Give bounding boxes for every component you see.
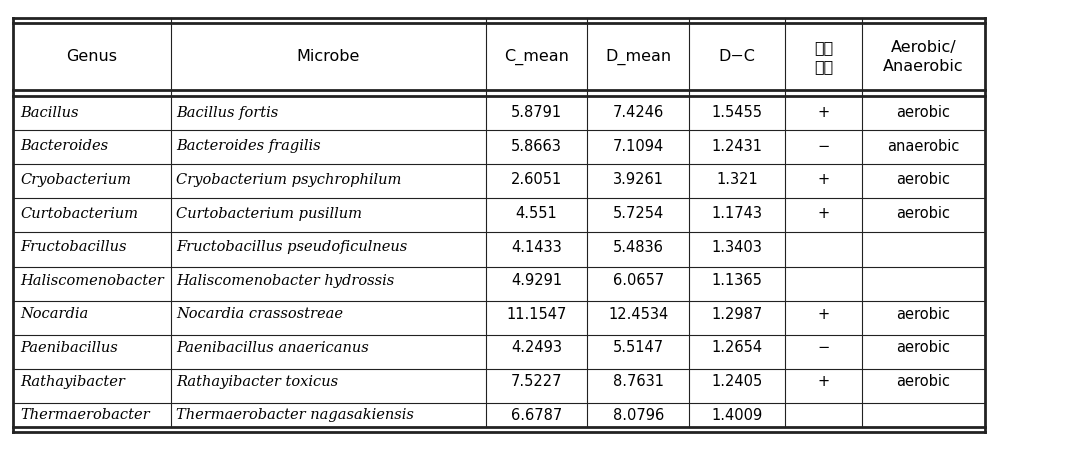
Text: Thermaerobacter nagasakiensis: Thermaerobacter nagasakiensis	[176, 408, 414, 422]
Text: Curtobacterium: Curtobacterium	[20, 207, 138, 220]
Text: 7.1094: 7.1094	[613, 139, 663, 154]
Text: 1.2987: 1.2987	[711, 307, 763, 322]
Text: 1.1743: 1.1743	[711, 206, 763, 221]
Text: aerobic: aerobic	[896, 206, 951, 221]
Text: 5.7254: 5.7254	[613, 206, 663, 221]
Text: Rathayibacter toxicus: Rathayibacter toxicus	[176, 374, 339, 389]
Text: −: −	[817, 139, 830, 154]
Text: 1.2405: 1.2405	[711, 374, 763, 389]
Text: 3.9261: 3.9261	[613, 172, 663, 187]
Text: Microbe: Microbe	[297, 50, 360, 64]
Text: 1.2431: 1.2431	[711, 139, 763, 154]
Text: Genus: Genus	[66, 50, 117, 64]
Text: 6.0657: 6.0657	[613, 273, 663, 288]
Text: 1.321: 1.321	[716, 172, 758, 187]
Text: 4.2493: 4.2493	[512, 341, 562, 356]
Text: 1.4009: 1.4009	[711, 408, 763, 423]
Text: 5.5147: 5.5147	[613, 341, 663, 356]
Text: D−C: D−C	[719, 50, 755, 64]
Text: +: +	[817, 172, 830, 187]
Text: 7.4246: 7.4246	[613, 105, 663, 120]
Text: Curtobacterium pusillum: Curtobacterium pusillum	[176, 207, 362, 220]
Text: aerobic: aerobic	[896, 341, 951, 356]
Text: 12.4534: 12.4534	[608, 307, 669, 322]
Text: 5.4836: 5.4836	[613, 239, 663, 255]
Text: Bacillus: Bacillus	[20, 106, 79, 120]
Text: aerobic: aerobic	[896, 307, 951, 322]
Text: Thermaerobacter: Thermaerobacter	[20, 408, 150, 422]
Text: 1.1365: 1.1365	[711, 273, 763, 288]
Text: Aerobic/
Anaerobic: Aerobic/ Anaerobic	[883, 40, 963, 74]
Text: anaerobic: anaerobic	[888, 139, 959, 154]
Text: 5.8663: 5.8663	[512, 139, 562, 154]
Text: 1.5455: 1.5455	[711, 105, 763, 120]
Text: 7.5227: 7.5227	[511, 374, 563, 389]
Text: 5.8791: 5.8791	[512, 105, 562, 120]
Text: Rathayibacter: Rathayibacter	[20, 374, 125, 389]
Text: 그람
염색: 그람 염색	[814, 40, 833, 74]
Text: Fructobacillus pseudoficulneus: Fructobacillus pseudoficulneus	[176, 240, 408, 254]
Text: aerobic: aerobic	[896, 374, 951, 389]
Text: 4.9291: 4.9291	[512, 273, 562, 288]
Text: +: +	[817, 206, 830, 221]
Text: 8.0796: 8.0796	[613, 408, 663, 423]
Text: Bacteroides fragilis: Bacteroides fragilis	[176, 139, 320, 153]
Text: 8.7631: 8.7631	[613, 374, 663, 389]
Text: +: +	[817, 105, 830, 120]
Text: 4.1433: 4.1433	[512, 239, 562, 255]
Text: 11.1547: 11.1547	[506, 307, 567, 322]
Text: Haliscomenobacter hydrossis: Haliscomenobacter hydrossis	[176, 274, 394, 288]
Text: 1.3403: 1.3403	[711, 239, 763, 255]
Text: Fructobacillus: Fructobacillus	[20, 240, 127, 254]
Text: +: +	[817, 374, 830, 389]
Text: Haliscomenobacter: Haliscomenobacter	[20, 274, 164, 288]
Text: Paenibacillus anaericanus: Paenibacillus anaericanus	[176, 341, 368, 355]
Text: 6.6787: 6.6787	[512, 408, 562, 423]
Text: Bacillus fortis: Bacillus fortis	[176, 106, 279, 120]
Text: Paenibacillus: Paenibacillus	[20, 341, 119, 355]
Text: D_mean: D_mean	[606, 49, 671, 65]
Text: aerobic: aerobic	[896, 105, 951, 120]
Text: Cryobacterium psychrophilum: Cryobacterium psychrophilum	[176, 173, 402, 187]
Text: 1.2654: 1.2654	[711, 341, 763, 356]
Text: +: +	[817, 307, 830, 322]
Text: −: −	[817, 341, 830, 356]
Text: Nocardia crassostreae: Nocardia crassostreae	[176, 307, 343, 321]
Text: aerobic: aerobic	[896, 172, 951, 187]
Text: Nocardia: Nocardia	[20, 307, 89, 321]
Text: 4.551: 4.551	[516, 206, 557, 221]
Text: Bacteroides: Bacteroides	[20, 139, 109, 153]
Text: 2.6051: 2.6051	[512, 172, 562, 187]
Text: Cryobacterium: Cryobacterium	[20, 173, 131, 187]
Text: C_mean: C_mean	[504, 49, 569, 65]
